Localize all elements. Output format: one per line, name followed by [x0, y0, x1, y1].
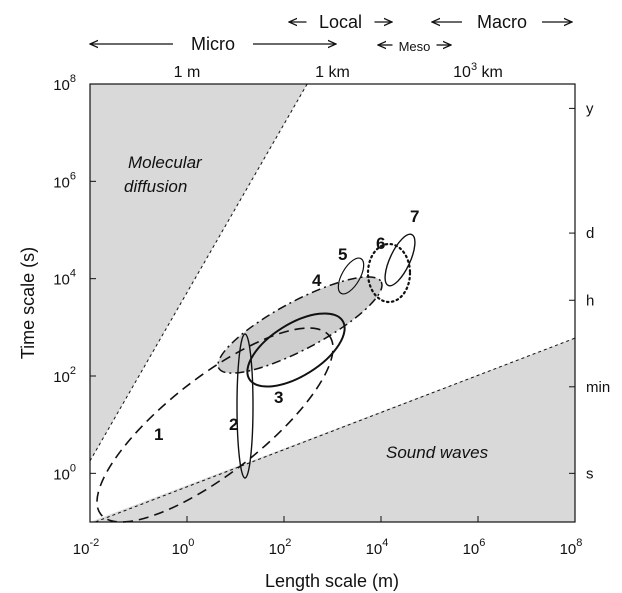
- phenomenon-ellipse-5: [337, 257, 365, 295]
- y-tick-label-3: 106: [53, 170, 76, 191]
- sound-waves-label: Sound waves: [386, 443, 489, 462]
- range-label-0: Micro: [191, 34, 235, 54]
- plot-frame: [89, 83, 576, 523]
- phenomenon-ellipse-1: [96, 327, 334, 523]
- phenomena-layer: 1 2 3 45 6 7: [96, 207, 419, 523]
- range-label-1: Local: [319, 12, 362, 32]
- phenomenon-label-1: 1: [154, 425, 163, 444]
- phenomenon-ellipse-4: [217, 276, 383, 374]
- right-tick-label-3: min: [586, 379, 610, 396]
- top-length-label-0: 1 m: [174, 64, 201, 81]
- phenomenon-label-7: 7: [410, 207, 419, 226]
- molecular-diffusion-boundary: [90, 84, 308, 462]
- y-tick-label-1: 102: [53, 365, 76, 386]
- phenomenon-ellipse-2: [236, 333, 254, 479]
- phenomenon-ellipse-6: [366, 242, 412, 304]
- y-tick-label-0: 100: [53, 462, 76, 483]
- scale-ranges-layer: 1 m 1 km 103 km Micro Local Meso Macro: [90, 12, 572, 81]
- y-axis-label: Time scale (s): [18, 247, 38, 359]
- x-axis-label: Length scale (m): [265, 571, 399, 591]
- range-label-3: Macro: [477, 12, 527, 32]
- range-label-2: Meso: [399, 39, 431, 54]
- y-tick-label-4: 108: [53, 73, 76, 94]
- x-tick-label-1: 100: [172, 537, 195, 558]
- top-length-label-2: 103 km: [453, 61, 503, 81]
- top-length-label-1: 1 km: [315, 64, 350, 81]
- x-tick-label-5: 108: [560, 537, 583, 558]
- right-tick-label-2: h: [586, 292, 594, 309]
- molecular-diffusion-label: Molecular diffusion: [124, 153, 203, 196]
- phenomenon-label-3: 3: [274, 388, 283, 407]
- phenomenon-label-5: 5: [338, 245, 347, 264]
- y-tick-label-2: 104: [53, 268, 76, 289]
- sound-waves-boundary: [93, 337, 575, 522]
- x-tick-label-2: 102: [269, 537, 292, 558]
- x-tick-label-4: 106: [463, 537, 486, 558]
- phenomenon-label-2: 2: [229, 415, 238, 434]
- phenomenon-ellipse-3: [246, 312, 346, 388]
- phenomenon-label-4: 4: [312, 271, 322, 290]
- sound-waves-region: [90, 338, 575, 522]
- right-tick-label-4: s: [586, 465, 594, 482]
- ticks-layer: 10-2 100 102 104 106 108 100 102 104 106 108 y d h min…: [53, 73, 610, 558]
- x-tick-label-3: 104: [366, 537, 389, 558]
- right-tick-label-0: y: [586, 100, 594, 117]
- x-tick-label-0: 10-2: [73, 537, 99, 558]
- phenomenon-ellipse-7: [384, 233, 416, 287]
- phenomenon-label-6: 6: [376, 234, 385, 253]
- regions-layer: Molecular diffusion Sound waves: [90, 84, 575, 522]
- right-tick-label-1: d: [586, 225, 594, 242]
